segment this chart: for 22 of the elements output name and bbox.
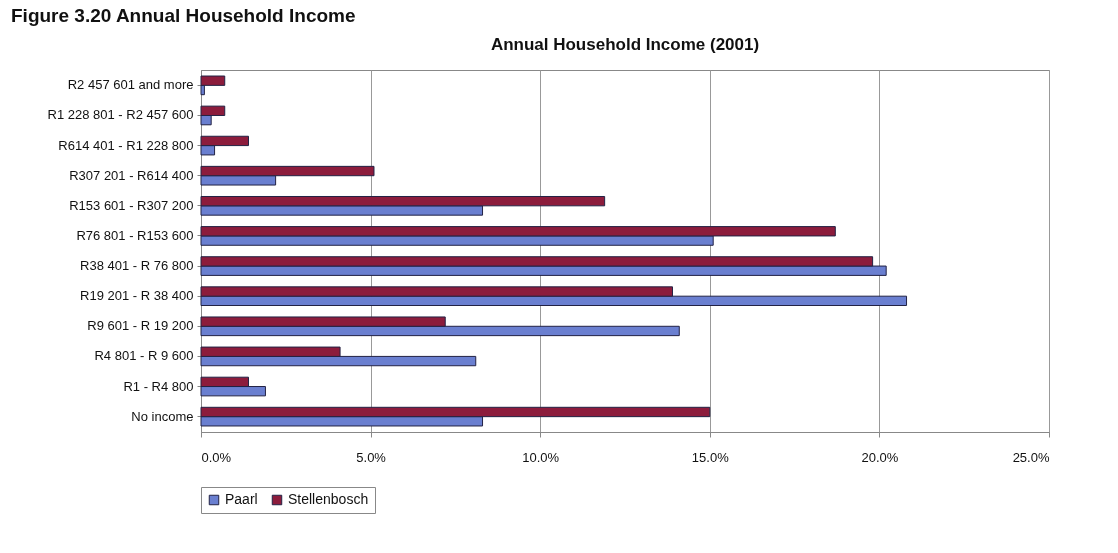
x-tick-label: 15.0% <box>691 449 730 465</box>
y-tick-label: R9 601 - R 19 200 <box>87 318 194 334</box>
y-tick-label: R614 401 - R1 228 800 <box>58 137 194 153</box>
y-tick-label: R1 - R4 800 <box>123 378 194 394</box>
legend-label: Stellenbosch <box>288 491 369 507</box>
x-tick-label: 5.0% <box>356 449 387 465</box>
y-tick-label: R2 457 601 and more <box>67 77 194 93</box>
y-tick-label: R19 201 - R 38 400 <box>80 288 194 304</box>
y-tick-label: R153 601 - R307 200 <box>69 197 194 213</box>
y-tick-label: R4 801 - R 9 600 <box>94 348 194 364</box>
y-tick-label: R38 401 - R 76 800 <box>80 258 194 274</box>
x-tick-label: 20.0% <box>861 449 899 465</box>
x-tick-label: 0.0% <box>201 449 232 465</box>
y-tick-label: No income <box>131 408 194 424</box>
x-tick-label: 25.0% <box>1012 449 1050 465</box>
y-tick-label: R76 801 - R153 600 <box>76 227 194 243</box>
caption: Figure 3.20 Annual Household Income <box>11 5 356 26</box>
x-tick-label: 10.0% <box>522 449 560 465</box>
chart-title: Annual Household Income (2001) <box>490 35 760 54</box>
y-tick-label: R1 228 801 - R2 457 600 <box>47 107 194 123</box>
y-tick-label: R307 201 - R614 400 <box>69 167 194 183</box>
legend-label: Paarl <box>225 491 258 507</box>
